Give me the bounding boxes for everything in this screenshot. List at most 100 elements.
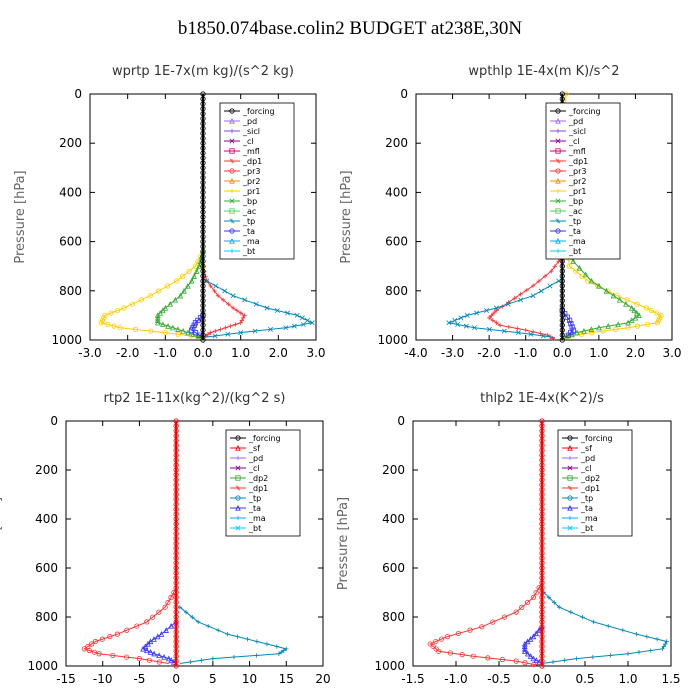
series-point (200, 337, 206, 343)
series-point (552, 264, 558, 269)
legend-label: _dp1 (242, 157, 262, 166)
series-point (208, 283, 213, 289)
series-point (226, 301, 231, 307)
series-point (539, 619, 545, 625)
series-point (204, 278, 210, 284)
series-point (530, 283, 536, 289)
series-point (444, 633, 450, 640)
series-point (173, 467, 179, 473)
series-point (294, 312, 300, 318)
series-point (186, 268, 192, 274)
series-point (573, 268, 579, 274)
series-point (644, 634, 650, 639)
legend-label: _cl (580, 464, 592, 473)
series-point (185, 282, 191, 289)
series-point (518, 292, 523, 297)
series-point (144, 619, 150, 625)
series-point (222, 288, 228, 294)
series-line (541, 592, 668, 665)
legend-label: _dp1 (568, 157, 588, 166)
series-point (570, 258, 577, 264)
series-point (173, 565, 179, 571)
series-line (561, 310, 574, 338)
x-tick-label: -1.0 (444, 672, 467, 686)
series-point (438, 636, 445, 642)
legend-marker (567, 485, 573, 491)
series-point (539, 648, 545, 654)
series-line (202, 280, 314, 339)
legend-label: _forcing (580, 434, 613, 443)
series-point (563, 91, 569, 97)
x-tick-label: -1.0 (154, 346, 177, 360)
legend-label: _dp1 (580, 484, 600, 493)
series-point (539, 545, 545, 552)
series-point (156, 659, 163, 665)
series-point (173, 482, 179, 488)
series-point (235, 634, 240, 639)
legend-label: _bt (242, 247, 255, 256)
legend-marker (555, 148, 561, 154)
series-point (568, 321, 574, 327)
series-point (156, 609, 162, 615)
legend-marker (229, 108, 235, 114)
series-point (199, 658, 204, 663)
series-point (522, 660, 528, 666)
x-tick-label: -2.0 (116, 346, 139, 360)
series-point (173, 584, 179, 591)
series-point (285, 310, 291, 316)
series-point (580, 614, 585, 620)
series-point (190, 331, 196, 337)
series-point (634, 323, 641, 329)
y-tick-label: 1000 (27, 659, 58, 673)
series-point (200, 224, 206, 230)
series-point (192, 263, 199, 269)
series-point (524, 599, 531, 605)
series-point (567, 317, 573, 323)
legend-label: _forcing (568, 107, 601, 116)
legend-marker (567, 475, 573, 481)
legend-label: _sicl (242, 127, 260, 136)
series-point (121, 305, 127, 311)
series-point (145, 640, 151, 647)
series-point (89, 641, 95, 647)
y-tick-label: 1000 (374, 659, 405, 673)
legend-marker (235, 435, 241, 441)
series-point (539, 521, 545, 527)
series-point (490, 619, 496, 625)
series-point (233, 322, 238, 327)
series-line (100, 251, 204, 339)
legend: _forcing_pd_sicl_cl_mfl_dp1_pr3_pr2_pr1_… (545, 102, 621, 260)
series-point (527, 653, 534, 659)
series-point (590, 654, 596, 660)
series-point (524, 650, 531, 657)
series-point (173, 560, 179, 566)
series-point (539, 462, 545, 468)
x-tick-label: 3.0 (306, 346, 325, 360)
legend-label: _ta (242, 227, 255, 236)
series-point (512, 295, 517, 301)
series-point (173, 555, 179, 561)
series-point (472, 325, 477, 331)
y-tick-label: 0 (397, 414, 405, 428)
series-point (200, 239, 206, 245)
series-point (455, 630, 462, 637)
y-tick-label: 400 (382, 512, 405, 526)
series-point (173, 428, 179, 434)
series-point (657, 315, 663, 321)
series-point (173, 580, 179, 586)
series-point (546, 595, 552, 600)
series-point (168, 594, 174, 601)
series-point (284, 646, 289, 652)
series-point (173, 457, 179, 463)
series-point (173, 506, 179, 512)
series-point (220, 297, 226, 303)
x-tick-label: 15 (279, 672, 294, 686)
legend-label: _ac (242, 207, 256, 216)
series-point (173, 526, 179, 532)
legend-marker (229, 218, 235, 224)
legend-label: _tp (248, 494, 261, 503)
series-point (625, 319, 631, 326)
series-point (634, 631, 639, 637)
legend-label: _forcing (248, 434, 281, 443)
series-point (463, 323, 469, 329)
